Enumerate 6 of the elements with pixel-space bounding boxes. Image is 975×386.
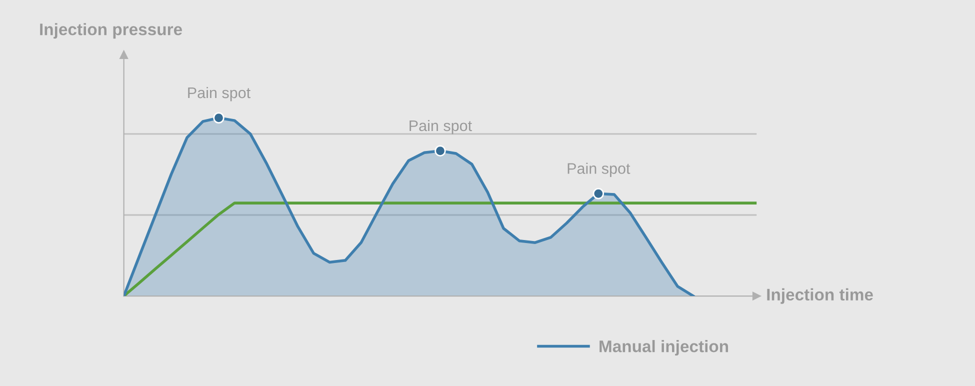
x-axis-title: Injection time: [767, 288, 873, 304]
annotation: Pain spot: [568, 162, 630, 177]
annotation: Pain spot: [188, 86, 250, 102]
legend-label: Manual injection: [600, 340, 728, 356]
annotation: Pain spot: [410, 120, 472, 134]
y-axis-title: Injection pressure: [40, 23, 182, 39]
